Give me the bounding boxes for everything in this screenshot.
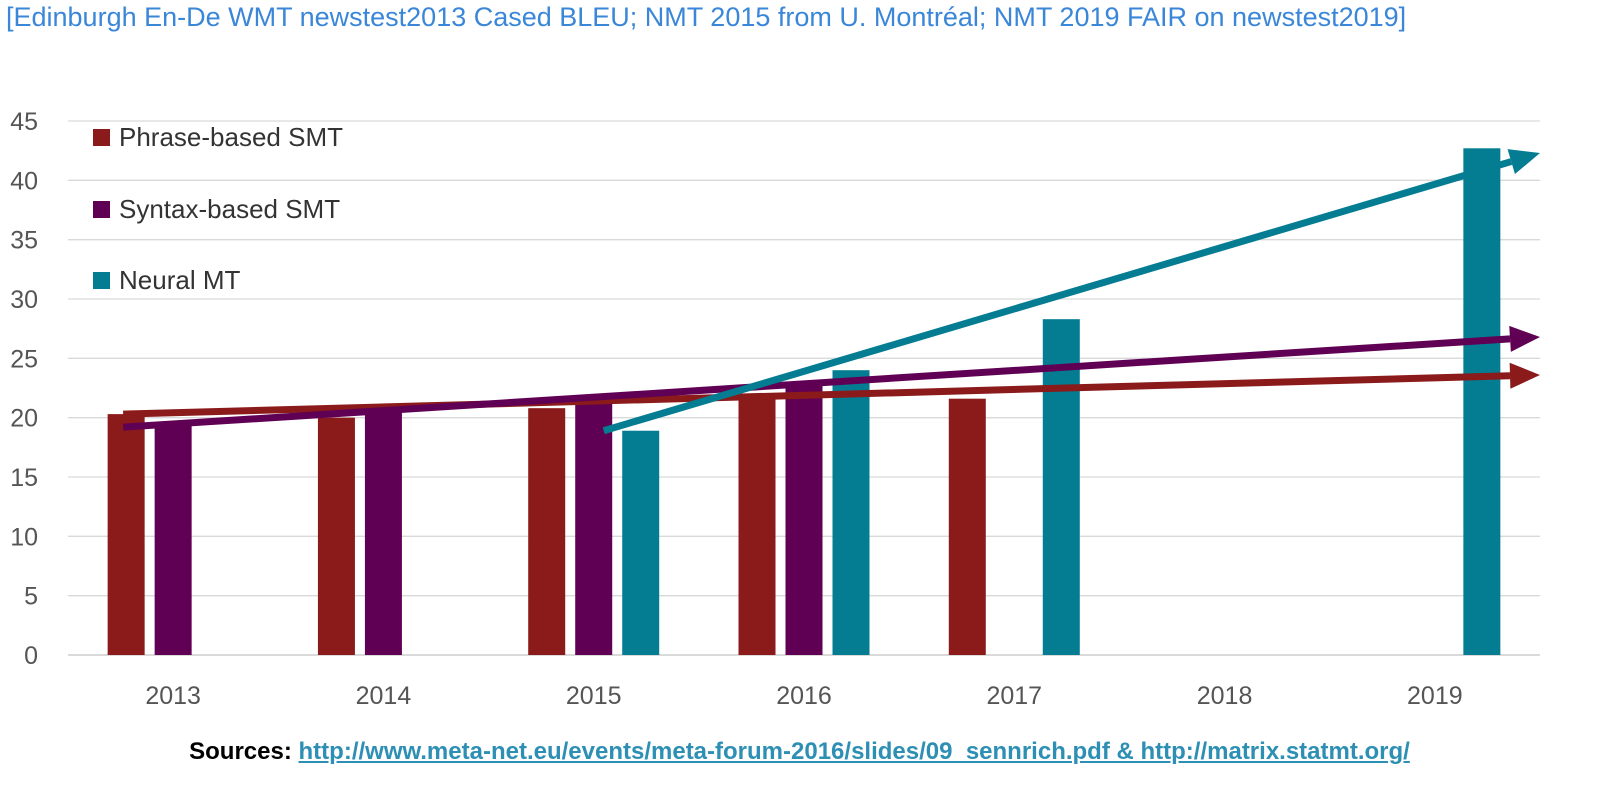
trend-arrowhead-phrase-based-smt — [1509, 362, 1540, 389]
bars — [107, 148, 1501, 655]
bar-syntax-based-smt-2014 — [364, 411, 402, 655]
trend-arrow-neural-mt — [602, 158, 1513, 435]
y-tick-label: 40 — [10, 167, 38, 195]
x-tick-label: 2014 — [356, 682, 412, 710]
bar-syntax-based-smt-2016 — [785, 383, 823, 655]
legend-swatch — [93, 201, 110, 218]
legend-label: Neural MT — [119, 265, 240, 295]
legend: Phrase-based SMT Syntax-based SMT Neural M… — [93, 122, 343, 295]
trend-arrows — [122, 149, 1540, 435]
bar-neural-mt-2016 — [832, 370, 870, 655]
chart-note: [Edinburgh En-De WMT newstest2013 Cased … — [6, 2, 1407, 32]
y-tick-label: 10 — [10, 523, 38, 551]
bar-neural-mt-2019 — [1463, 148, 1501, 655]
sources-link[interactable]: http://www.meta-net.eu/events/meta-forum… — [298, 738, 1410, 765]
legend-swatch — [93, 272, 110, 289]
sources-line: Sources: http://www.meta-net.eu/events/m… — [0, 738, 1599, 766]
y-tick-label: 30 — [10, 286, 38, 314]
y-tick-label: 0 — [24, 642, 38, 670]
x-tick-label: 2015 — [566, 682, 622, 710]
y-tick-label: 35 — [10, 227, 38, 255]
bar-syntax-based-smt-2013 — [154, 424, 192, 655]
legend-label: Phrase-based SMT — [119, 122, 343, 152]
bar-neural-mt-2017 — [1042, 319, 1080, 655]
x-axis-ticks: 2013 2014 2015 2016 2017 2018 2019 — [145, 682, 1462, 710]
legend-swatch — [93, 129, 110, 146]
sources-label: Sources: — [189, 738, 292, 765]
legend-label: Syntax-based SMT — [119, 194, 340, 224]
y-tick-label: 20 — [10, 405, 38, 433]
y-tick-label: 45 — [10, 108, 38, 136]
trend-arrow-phrase-based-smt — [123, 372, 1511, 418]
bar-neural-mt-2015 — [622, 430, 660, 655]
trend-arrowhead-neural-mt — [1507, 149, 1540, 175]
bar-phrase-based-smt-2014 — [317, 417, 355, 655]
x-tick-label: 2013 — [145, 682, 201, 710]
trend-arrowhead-syntax-based-smt — [1509, 325, 1540, 352]
y-tick-label: 5 — [24, 583, 38, 611]
bar-phrase-based-smt-2013 — [107, 414, 145, 655]
bar-syntax-based-smt-2015 — [575, 395, 613, 655]
x-tick-label: 2017 — [986, 682, 1042, 710]
y-axis-ticks: 0 5 10 15 20 25 30 35 40 45 — [10, 108, 38, 670]
bar-phrase-based-smt-2017 — [948, 398, 986, 655]
trend-arrow-syntax-based-smt — [122, 335, 1511, 431]
bar-phrase-based-smt-2015 — [528, 408, 566, 655]
x-tick-label: 2019 — [1407, 682, 1463, 710]
y-tick-label: 25 — [10, 345, 38, 373]
bar-phrase-based-smt-2016 — [738, 396, 776, 655]
x-tick-label: 2018 — [1197, 682, 1253, 710]
x-tick-label: 2016 — [776, 682, 832, 710]
y-tick-label: 15 — [10, 464, 38, 492]
